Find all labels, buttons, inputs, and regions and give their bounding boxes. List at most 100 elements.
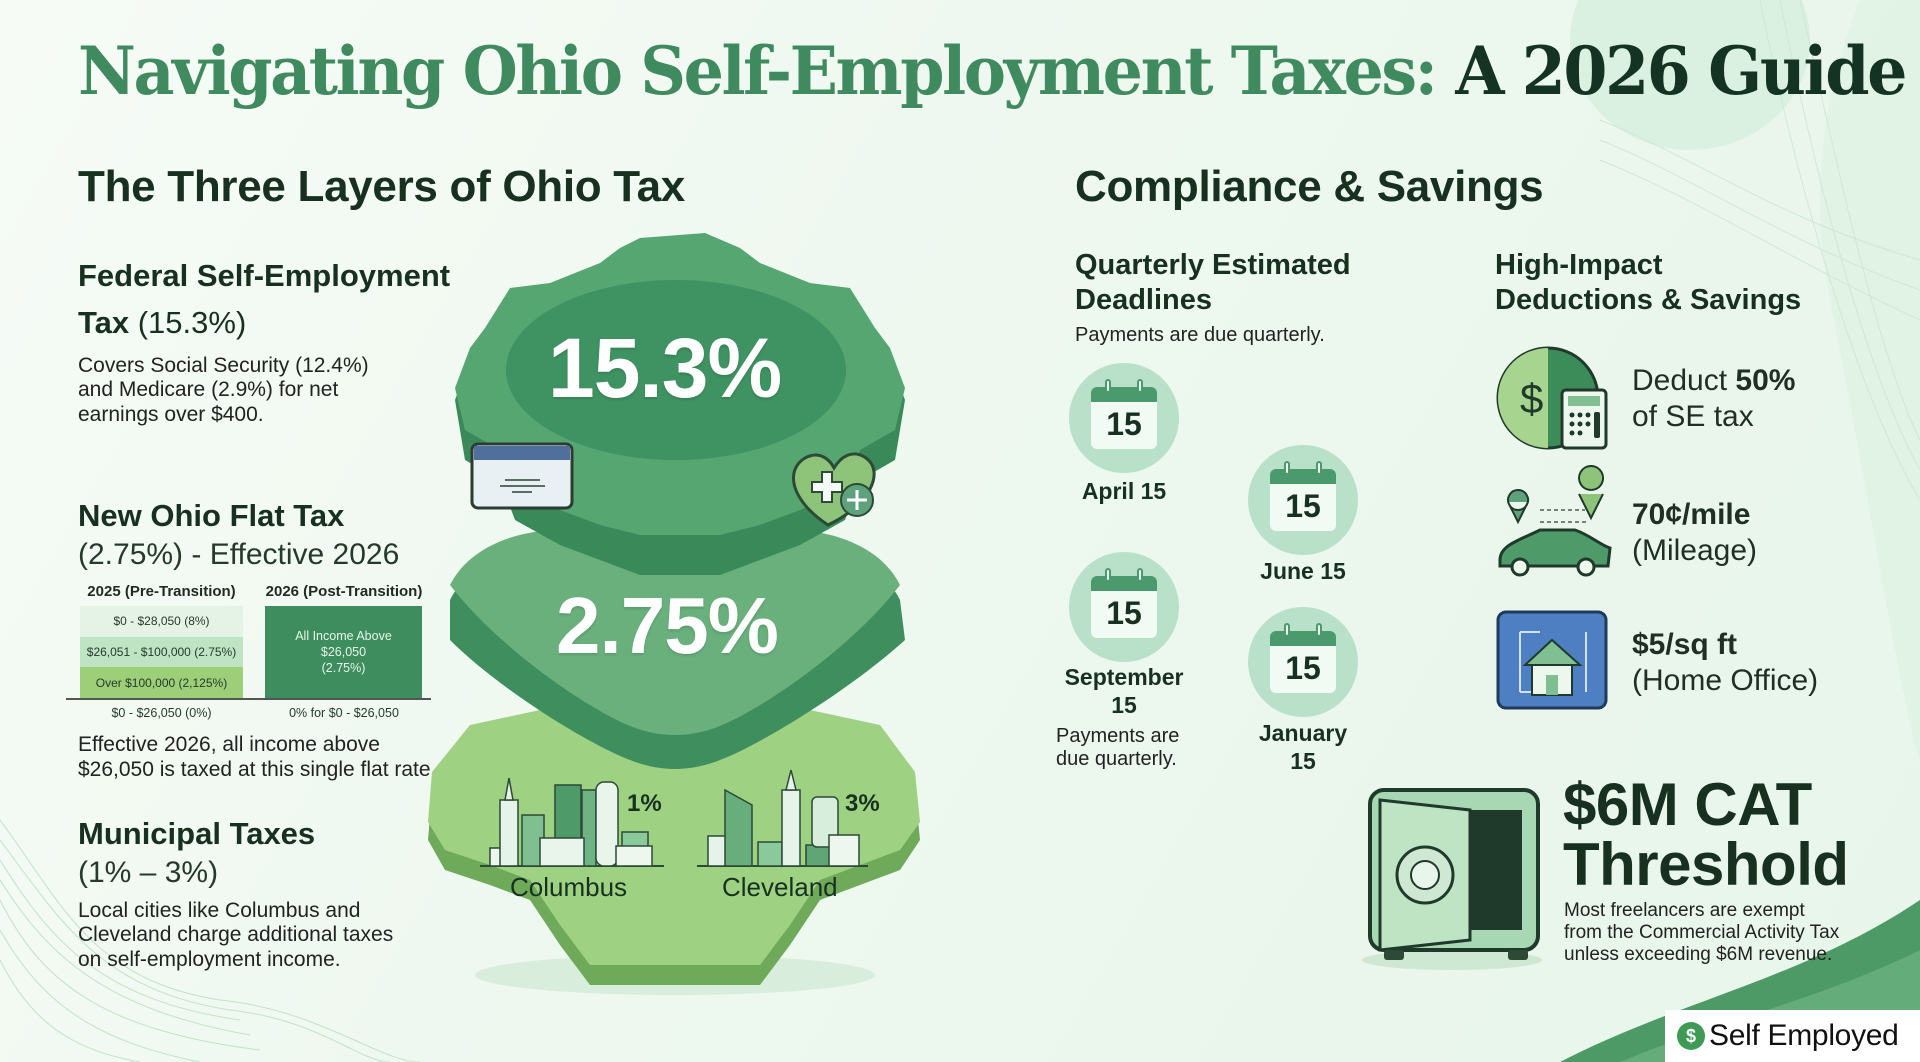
ohio-flat-tax-block: New Ohio Flat Tax (2.75%) - Effective 20…	[78, 495, 399, 573]
ohio-desc-line: $26,050 is taxed at this single flat rat…	[78, 757, 437, 781]
title-guide: A 2026 Guide	[1435, 32, 1907, 110]
deadlines-block: Quarterly Estimated Deadlines Payments a…	[1075, 248, 1351, 347]
note-line: Payments are	[1056, 725, 1180, 747]
municipal-desc-line: on self-employment income.	[78, 947, 341, 971]
municipal-tax-block: Municipal Taxes (1% – 3%) Local cities l…	[78, 813, 393, 973]
date-line: 15	[1290, 747, 1316, 774]
cat-description: Most freelancers are exempt from the Com…	[1564, 900, 1839, 967]
calendar-day: 15	[1106, 406, 1142, 442]
calendar-day: 15	[1285, 650, 1321, 686]
municipal-desc-line: Local cities like Columbus and	[78, 898, 361, 922]
section-heading-three-layers: The Three Layers of Ohio Tax	[78, 162, 685, 211]
calendar-icon-april: 15	[1069, 363, 1179, 473]
footer-2025: $0 - $26,050 (0%)	[111, 706, 212, 720]
note-line: due quarterly.	[1056, 748, 1177, 770]
ohio-title: New Ohio Flat Tax	[78, 498, 345, 533]
bracket-2025-row: $26,051 - $100,000 (2.75%)	[80, 636, 243, 668]
bracket-2025-row: Over $100,000 (2,125%)	[80, 667, 243, 699]
federal-title-tax: Tax	[78, 304, 130, 340]
federal-desc-line: Covers Social Security (12.4%)	[78, 353, 369, 377]
home-office-blueprint-icon	[1496, 610, 1608, 710]
cat-threshold-title: $6M CAT Threshold	[1563, 775, 1849, 895]
federal-rate-label: 15.3%	[548, 321, 782, 415]
deadlines-title: Quarterly Estimated	[1075, 249, 1351, 281]
deduction-value: $5/sq ft	[1632, 628, 1738, 661]
brackets-2025: $0 - $28,050 (8%) $26,051 - $100,000 (2.…	[80, 606, 243, 699]
date-line: September	[1064, 664, 1184, 690]
federal-title-rate: Tax (15.3%)	[78, 302, 450, 344]
social-security-card-icon	[470, 442, 574, 510]
bracket-axis-line	[66, 698, 431, 700]
bracket-footers: $0 - $26,050 (0%) 0% for $0 - $26,050	[66, 706, 431, 720]
deadlines-note: Payments are due quarterly.	[1075, 323, 1325, 346]
state-rate-label: 2.75%	[556, 581, 779, 670]
municipal-title: Municipal Taxes	[78, 816, 316, 851]
svg-text:$: $	[1520, 375, 1543, 422]
safe-vault-icon	[1362, 788, 1542, 970]
ohio-description: Effective 2026, all income above $26,050…	[78, 733, 436, 782]
page-title: Navigating Ohio Self-Employment Taxes: A…	[78, 32, 1907, 110]
federal-tax-block: Federal Self-Employment Tax (15.3%) Cove…	[78, 255, 450, 427]
federal-title: Federal Self-Employment	[78, 258, 451, 293]
cat-title-line: Threshold	[1563, 831, 1849, 898]
columbus-rate: 1%	[627, 790, 662, 817]
bracket-2026-line: All Income Above	[295, 628, 392, 643]
date-line: January	[1258, 720, 1348, 746]
medicare-heart-icon	[792, 452, 876, 527]
brand-logo[interactable]: $ Self Employed	[1665, 1010, 1920, 1062]
deduction-value: 70¢/mile	[1632, 498, 1751, 531]
calendar-icon-september: 15	[1069, 552, 1179, 662]
dollar-coin-icon: $	[1677, 1022, 1705, 1050]
bracket-2025-row: $0 - $28,050 (8%)	[80, 606, 243, 637]
date-april: April 15	[1081, 478, 1167, 504]
cat-desc-line: Most freelancers are exempt	[1564, 900, 1805, 921]
deductions-title: High-Impact	[1495, 249, 1663, 281]
car-mileage-icon	[1498, 465, 1612, 577]
cat-title-line: $6M CAT	[1563, 771, 1812, 838]
deadlines-note-repeat: Payments are due quarterly.	[1056, 725, 1179, 771]
deduction-desc: (Home Office)	[1632, 664, 1819, 697]
deduction-mileage: 70¢/mile (Mileage)	[1632, 497, 1757, 569]
columbus-label: Columbus	[510, 872, 628, 902]
brand-name: Self Employed	[1709, 1019, 1899, 1052]
cleveland-rate: 3%	[845, 790, 880, 817]
municipal-desc-line: Cleveland charge additional taxes	[78, 923, 394, 947]
federal-description: Covers Social Security (12.4%) and Medic…	[78, 354, 450, 428]
calendar-icon-january: 15	[1248, 607, 1358, 717]
ohio-desc-line: Effective 2026, all income above	[78, 733, 380, 756]
federal-desc-line: and Medicare (2.9%) for net	[78, 378, 339, 402]
municipal-subtitle: (1% – 3%)	[78, 855, 219, 889]
bracket-2026-box: All Income Above $26,050 (2.75%)	[265, 606, 422, 698]
header-2026: 2026 (Post-Transition)	[265, 583, 423, 600]
cleveland-skyline-icon	[697, 769, 868, 867]
calendar-day: 15	[1285, 488, 1321, 524]
ohio-subtitle: (2.75%) - Effective 2026	[78, 537, 400, 571]
deduction-desc: (Mileage)	[1632, 534, 1758, 567]
municipal-description: Local cities like Columbus and Cleveland…	[78, 899, 393, 973]
bracket-comparison-chart: 2025 (Pre-Transition) 2026 (Post-Transit…	[66, 583, 431, 720]
deadlines-title: Deadlines	[1075, 283, 1212, 316]
deduction-home-office: $5/sq ft (Home Office)	[1632, 627, 1818, 699]
bracket-2026-line: (2.75%)	[321, 661, 366, 676]
bracket-2026-line: $26,050	[320, 644, 367, 659]
deduction-desc: of SE tax	[1632, 400, 1754, 433]
calendar-icon-june: 15	[1248, 445, 1358, 555]
cat-desc-line: from the Commercial Activity Tax	[1564, 922, 1840, 944]
deductions-title: Deductions & Savings	[1495, 283, 1802, 316]
federal-desc-line: earnings over $400.	[78, 402, 264, 426]
cat-desc-line: unless exceeding $6M revenue.	[1564, 944, 1833, 966]
deduction-pre: Deduct	[1632, 364, 1736, 397]
calendar-day: 15	[1106, 595, 1142, 631]
dollar-calculator-icon: $	[1496, 346, 1608, 450]
date-september: September 15	[1054, 664, 1194, 719]
federal-rate: (15.3%)	[129, 304, 247, 340]
deductions-block: High-Impact Deductions & Savings	[1495, 248, 1801, 318]
cleveland-label: Cleveland	[722, 872, 838, 902]
section-heading-compliance: Compliance & Savings	[1075, 162, 1544, 211]
municipal-gear	[428, 700, 920, 995]
footer-2026: 0% for $0 - $26,050	[289, 706, 399, 720]
deduction-value: 50%	[1735, 364, 1796, 397]
date-june: June 15	[1260, 558, 1346, 584]
bracket-columns: $0 - $28,050 (8%) $26,051 - $100,000 (2.…	[66, 606, 431, 699]
date-january: January 15	[1243, 720, 1363, 775]
